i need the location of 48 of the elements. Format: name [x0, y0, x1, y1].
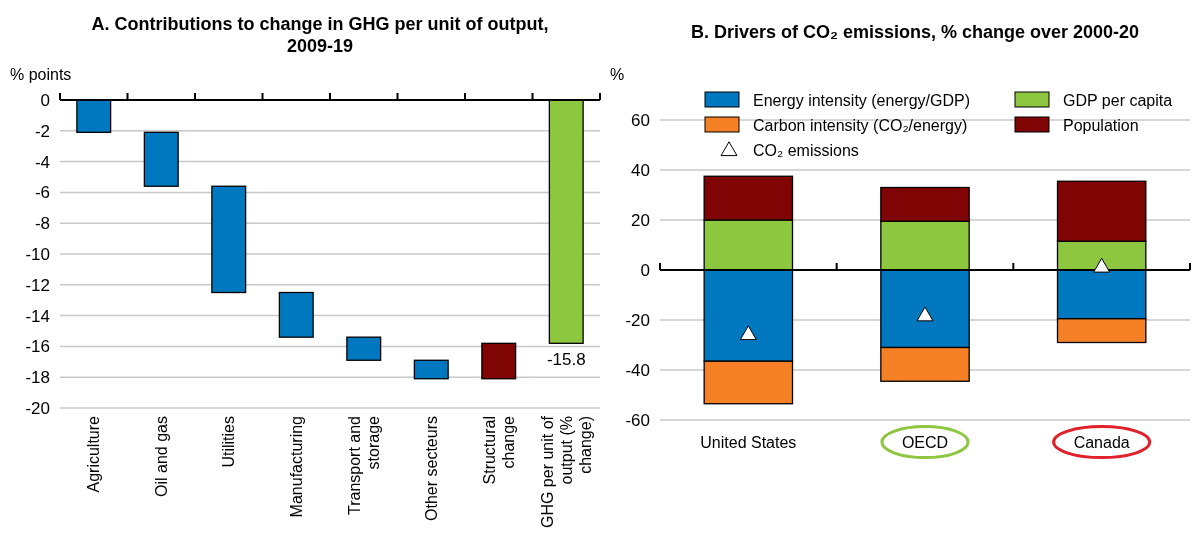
x-tick-label: Other secteurs — [422, 416, 440, 521]
x-tick-label: Oil and gas — [152, 416, 170, 497]
y-tick-label: -10 — [25, 244, 50, 264]
y-tick-label: 0 — [40, 90, 50, 110]
legend-label: CO₂ emissions — [753, 142, 859, 159]
bar — [278, 291, 314, 338]
x-tick-label: Manufacturing — [287, 416, 305, 518]
point — [1093, 257, 1111, 273]
y-axis-title: % — [610, 66, 625, 83]
y-tick-label: -12 — [25, 275, 50, 295]
chart-title: A. Contributions to change in GHG per unit of output, 2009-19 — [91, 14, 549, 56]
legend-label: GDP per capita — [1063, 92, 1173, 109]
bar — [143, 131, 179, 187]
point — [916, 306, 934, 322]
x-tick-label: OECD — [901, 433, 949, 451]
bar — [481, 342, 517, 380]
x-tick-label: Structural change — [480, 415, 517, 485]
y-tick-label: 60 — [631, 110, 650, 130]
y-tick-label: -6 — [34, 183, 50, 203]
y-tick-label: -60 — [625, 410, 650, 430]
y-tick-label: 40 — [631, 160, 650, 180]
y-tick-label: -2 — [34, 121, 50, 141]
x-tick-label: United States — [700, 433, 797, 451]
bar — [346, 336, 382, 361]
x-tick-label: Utilities — [220, 416, 238, 468]
x-tick-label: GHG per unit of output (% change) — [538, 415, 595, 529]
data-label: -15.8 — [546, 350, 586, 370]
y-tick-label: 0 — [640, 260, 650, 280]
y-tick-label: -20 — [625, 310, 650, 330]
y-tick-label: -16 — [25, 337, 50, 357]
y-tick-label: -40 — [625, 360, 650, 380]
y-tick-label: 20 — [631, 210, 650, 230]
point — [739, 325, 757, 341]
y-tick-label: -20 — [25, 398, 50, 418]
x-tick-label: Agriculture — [85, 415, 103, 493]
chart-title: B. Drivers of CO₂ emissions, % change over 2000-20 — [690, 22, 1140, 42]
bar — [211, 185, 247, 294]
y-axis-title: % points — [10, 66, 72, 83]
legend-label: Carbon intensity (CO₂/energy) — [753, 117, 968, 134]
y-tick-label: -18 — [25, 368, 50, 388]
y-tick-label: -8 — [34, 214, 50, 234]
y-tick-label: -14 — [25, 306, 50, 326]
x-tick-label: Canada — [1073, 433, 1130, 451]
legend-label: Energy intensity (energy/GDP) — [753, 92, 970, 109]
bar — [413, 359, 449, 380]
y-tick-label: -4 — [34, 152, 50, 172]
x-tick-label: Transport and storage — [345, 415, 382, 516]
legend-label: Population — [1063, 117, 1139, 134]
